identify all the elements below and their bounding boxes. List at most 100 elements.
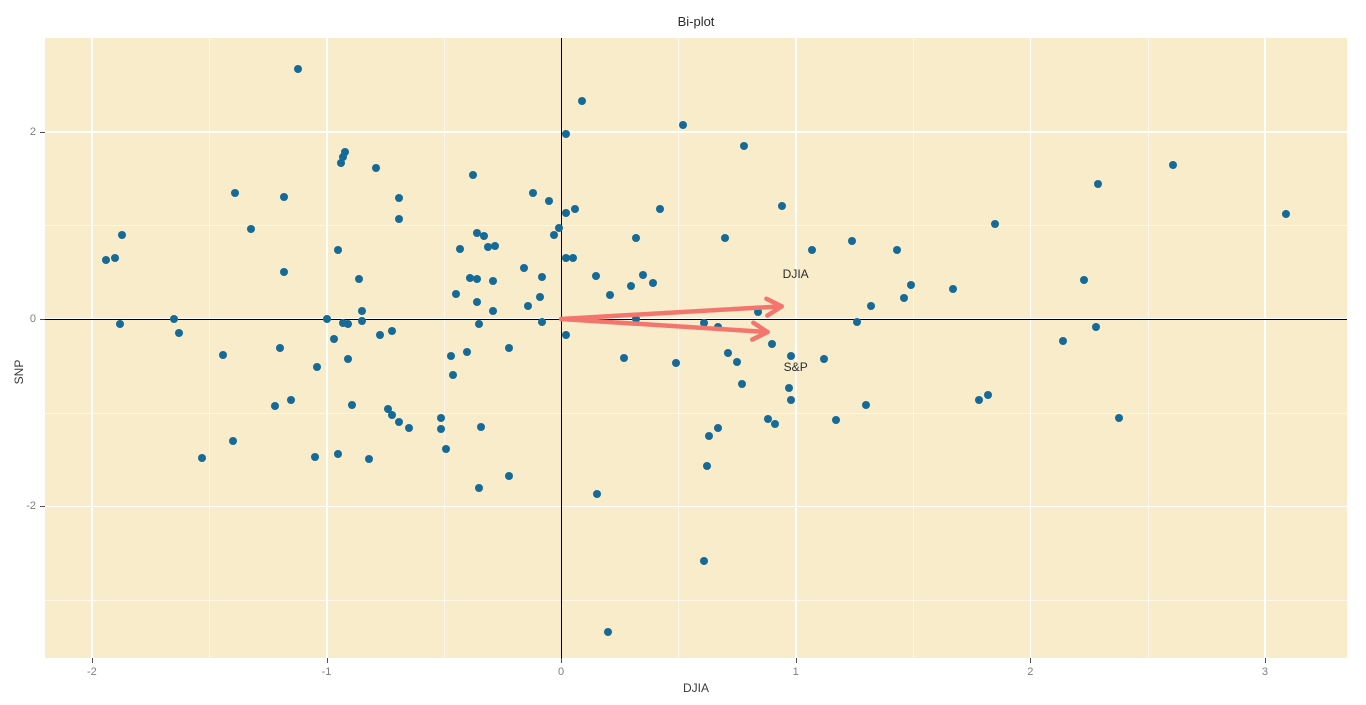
data-point <box>554 224 563 233</box>
data-point <box>519 264 528 273</box>
data-point <box>561 254 570 263</box>
gridline-y-minor <box>45 412 1347 414</box>
data-point <box>561 209 570 218</box>
gridline-x-minor <box>1147 38 1149 658</box>
data-point <box>655 205 664 214</box>
data-point <box>198 453 207 462</box>
data-point <box>974 396 983 405</box>
x-tick-label: 0 <box>558 666 565 678</box>
data-point <box>524 301 533 310</box>
data-point <box>700 318 709 327</box>
data-point <box>538 317 547 326</box>
x-tick-mark <box>326 658 328 663</box>
data-point <box>754 308 763 317</box>
data-point <box>343 355 352 364</box>
data-point <box>770 419 779 428</box>
chart-title: Bi-plot <box>677 14 715 29</box>
data-point <box>737 379 746 388</box>
data-point <box>437 424 446 433</box>
data-point <box>170 314 179 323</box>
data-point <box>606 290 615 299</box>
data-point <box>723 348 732 357</box>
data-point <box>451 289 460 298</box>
data-point <box>313 362 322 371</box>
data-point <box>892 245 901 254</box>
data-point <box>948 284 957 293</box>
gridline-x-major <box>326 38 328 658</box>
x-tick-mark <box>1264 658 1266 663</box>
data-point <box>376 330 385 339</box>
data-point <box>442 445 451 454</box>
y-tick-mark <box>40 318 45 320</box>
gridline-y-major <box>45 505 1347 508</box>
data-point <box>648 279 657 288</box>
data-point <box>831 416 840 425</box>
x-tick-mark <box>1030 658 1032 663</box>
x-tick-mark <box>91 658 93 663</box>
data-point <box>535 293 544 302</box>
data-point <box>571 205 580 214</box>
arrow-label-sp: S&P <box>783 359 808 374</box>
data-point <box>388 327 397 336</box>
data-point <box>578 96 587 105</box>
data-point <box>528 188 537 197</box>
data-point <box>768 340 777 349</box>
data-point <box>545 196 554 205</box>
x-tick-mark <box>795 658 797 663</box>
data-point <box>111 254 120 263</box>
data-point <box>1059 337 1068 346</box>
data-point <box>561 330 570 339</box>
y-tick-label: 2 <box>29 125 36 138</box>
gridline-x-major <box>1264 38 1266 658</box>
data-point <box>862 401 871 410</box>
data-point <box>355 274 364 283</box>
data-point <box>456 244 465 253</box>
data-point <box>984 390 993 399</box>
data-point <box>538 272 547 281</box>
data-point <box>848 237 856 246</box>
data-point <box>336 158 345 167</box>
data-point <box>449 371 458 380</box>
data-point <box>808 245 817 254</box>
data-point <box>338 152 347 161</box>
data-point <box>491 241 500 250</box>
data-point <box>247 225 256 234</box>
x-tick-label: 2 <box>1027 666 1034 678</box>
data-point <box>819 355 828 364</box>
data-point <box>280 193 289 202</box>
x-zero-axis-line <box>561 38 563 658</box>
data-point <box>437 414 446 423</box>
data-point <box>672 358 681 367</box>
data-point <box>620 354 629 363</box>
data-point <box>310 452 319 461</box>
data-point <box>395 214 404 223</box>
y-tick-label: 0 <box>29 312 36 325</box>
data-point <box>395 194 404 203</box>
data-point <box>704 432 713 441</box>
data-point <box>477 422 486 431</box>
data-point <box>364 455 373 464</box>
data-point <box>174 329 183 337</box>
data-point <box>1169 161 1178 170</box>
data-point <box>604 627 613 636</box>
data-point <box>280 268 289 277</box>
data-point <box>472 274 481 283</box>
data-point <box>639 270 648 279</box>
data-point <box>357 306 366 315</box>
data-point <box>852 317 861 326</box>
gridline-x-major <box>91 38 93 658</box>
data-point <box>906 281 915 290</box>
data-point <box>787 352 795 361</box>
plot-panel <box>45 38 1347 658</box>
x-tick-label: 3 <box>1261 666 1268 678</box>
y-tick-mark <box>40 506 45 508</box>
data-point <box>489 276 498 285</box>
data-point <box>721 234 730 243</box>
data-point <box>322 314 331 323</box>
data-point <box>465 273 474 282</box>
data-point <box>101 255 110 264</box>
data-point <box>334 245 343 254</box>
data-point <box>371 164 380 173</box>
data-point <box>632 314 641 323</box>
data-point <box>714 323 723 332</box>
